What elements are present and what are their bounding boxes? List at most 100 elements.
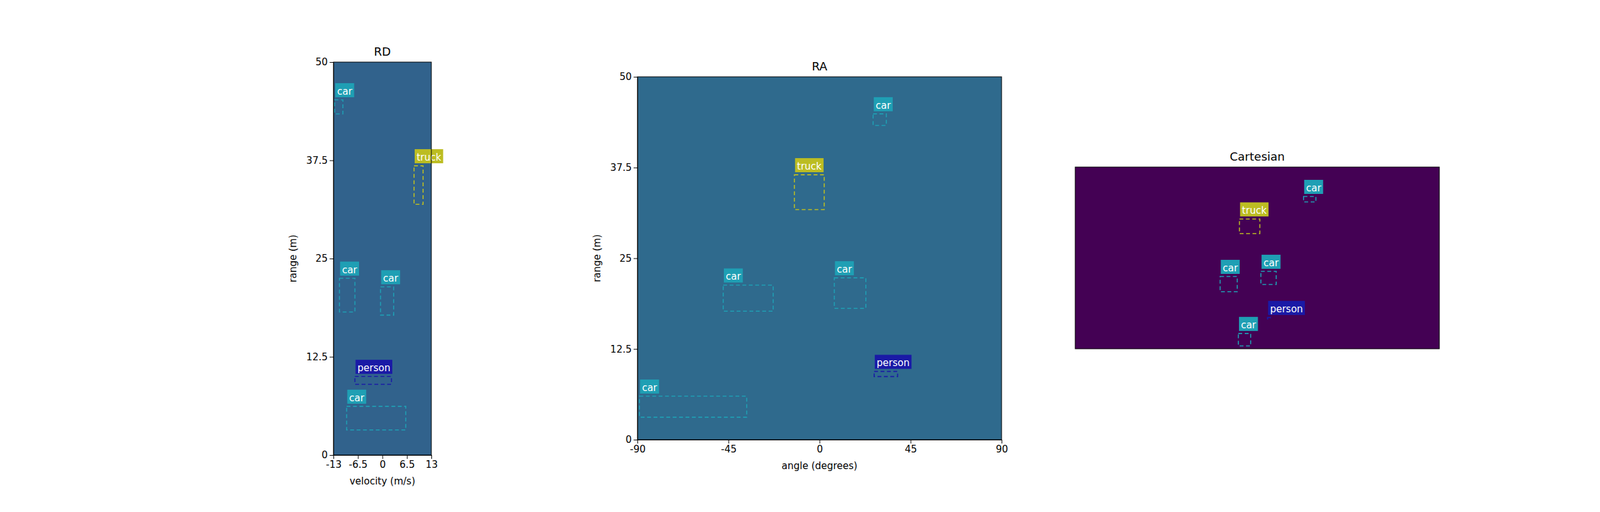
detection-box: [794, 174, 824, 210]
box-label-background: [794, 158, 824, 173]
box-label-background: [1239, 316, 1259, 331]
y-tick-mark: [329, 258, 334, 260]
box-label: car: [1220, 259, 1240, 274]
y-tick: 25: [315, 252, 334, 265]
box-labels: cartruckcarcarpersoncar: [1220, 179, 1323, 331]
box-label-background: [335, 83, 355, 98]
detection-box: [355, 376, 392, 384]
detection-box: [834, 277, 866, 309]
detection-box: [639, 396, 747, 418]
detection-box: [1260, 271, 1277, 285]
box-label-text: person: [876, 357, 910, 369]
box-label-background: [1261, 254, 1281, 269]
x-tick-label: -6.5: [348, 458, 368, 471]
y-axis-title: range (m): [591, 234, 603, 283]
y-tick-label: 37.5: [610, 161, 632, 174]
boxes: [334, 99, 424, 431]
box-label-text: person: [1269, 303, 1303, 315]
panel: cartruckcarcarpersoncarCartesian: [1075, 149, 1440, 349]
box-labels: cartruckcarcarpersoncar: [335, 83, 444, 404]
y-tick: 37.5: [306, 154, 334, 167]
y-tick-mark: [633, 76, 638, 78]
box-label-background: [873, 97, 893, 112]
box-label-background: [347, 389, 367, 404]
box-label-text: car: [837, 263, 853, 276]
x-axis-title: angle (degrees): [781, 460, 857, 472]
figure: car truck car car person car -13 -6.5 0 6.5 13 0 12.…: [0, 0, 1600, 512]
box-label: car: [347, 389, 367, 404]
x-tick-label: 13: [425, 458, 438, 471]
y-tick-mark: [329, 357, 334, 358]
x-tick-label: -90: [629, 443, 646, 456]
x-tick-label: 45: [904, 443, 918, 456]
box-label-text: truck: [416, 151, 442, 164]
panel: cartruckcarcarpersoncar-13-6.506.513012.…: [287, 44, 443, 488]
x-tick: -6.5: [348, 455, 368, 471]
detection-box: [346, 406, 406, 431]
x-tick: 90: [995, 439, 1008, 456]
box-label-text: car: [1263, 257, 1279, 269]
y-tick-mark: [329, 455, 334, 456]
y-tick-label: 37.5: [306, 154, 328, 167]
y-tick-label: 12.5: [306, 351, 328, 363]
box-label: person: [355, 359, 393, 374]
y-axis: 012.52537.550: [306, 56, 335, 461]
detection-box: [334, 99, 344, 114]
x-tick-label: -13: [325, 458, 342, 471]
y-tick-label: 0: [321, 449, 328, 461]
box-label: truck: [414, 149, 444, 164]
box-label-background: [414, 149, 444, 164]
y-tick: 12.5: [306, 351, 334, 363]
y-tick: 37.5: [610, 161, 638, 174]
box-label-background: [640, 379, 660, 394]
detection-box: [380, 286, 395, 315]
y-tick-label: 12.5: [610, 343, 632, 356]
box-label: car: [835, 261, 855, 276]
box-label-text: car: [725, 270, 742, 283]
y-tick: 0: [625, 433, 638, 446]
y-tick-label: 50: [619, 71, 632, 83]
box-label-background: [339, 261, 360, 276]
x-tick: 0: [816, 439, 824, 456]
x-tick: 45: [904, 439, 918, 456]
box-label-text: truck: [1242, 204, 1268, 217]
box-label: car: [873, 97, 893, 112]
plot-frame: [637, 76, 1002, 440]
box-label-text: car: [1240, 319, 1257, 331]
detection-box: [1219, 276, 1238, 292]
box-label: car: [640, 379, 660, 394]
y-tick-mark: [329, 62, 334, 63]
chart-title: Cartesian: [1230, 149, 1286, 164]
plot-frame: [333, 62, 432, 456]
y-axis-line: [637, 77, 639, 441]
panel: cartruckcarcarpersoncar-90-4504590012.52…: [591, 59, 1008, 472]
detection-box: [1303, 196, 1316, 203]
detection-box: [414, 165, 424, 205]
y-tick: 0: [321, 449, 334, 461]
x-axis-title: velocity (m/s): [349, 475, 416, 488]
y-tick-mark: [329, 160, 334, 162]
boxes: [1219, 196, 1316, 346]
box-label: person: [874, 354, 912, 369]
y-tick: 50: [619, 71, 638, 83]
x-tick: 13: [425, 455, 438, 471]
x-tick: 6.5: [399, 455, 415, 471]
chart-title: RD: [373, 44, 391, 59]
box-label-background: [1220, 259, 1240, 274]
y-tick: 25: [619, 252, 638, 265]
box-label-text: car: [875, 99, 891, 112]
plot-background: [637, 76, 1002, 440]
plot-background: [1075, 167, 1440, 349]
detection-box: [872, 113, 887, 126]
box-label-text: person: [357, 362, 391, 374]
boxes: [639, 113, 898, 418]
detection-box: [1267, 317, 1271, 319]
x-tick: -13: [325, 455, 342, 471]
box-label-text: car: [1222, 262, 1238, 274]
box-label: person: [1267, 300, 1305, 315]
box-label: car: [1239, 316, 1259, 331]
y-tick: 12.5: [610, 343, 638, 356]
box-label-background: [835, 261, 855, 276]
y-axis-title: range (m): [287, 234, 299, 283]
detection-box: [1239, 218, 1261, 234]
